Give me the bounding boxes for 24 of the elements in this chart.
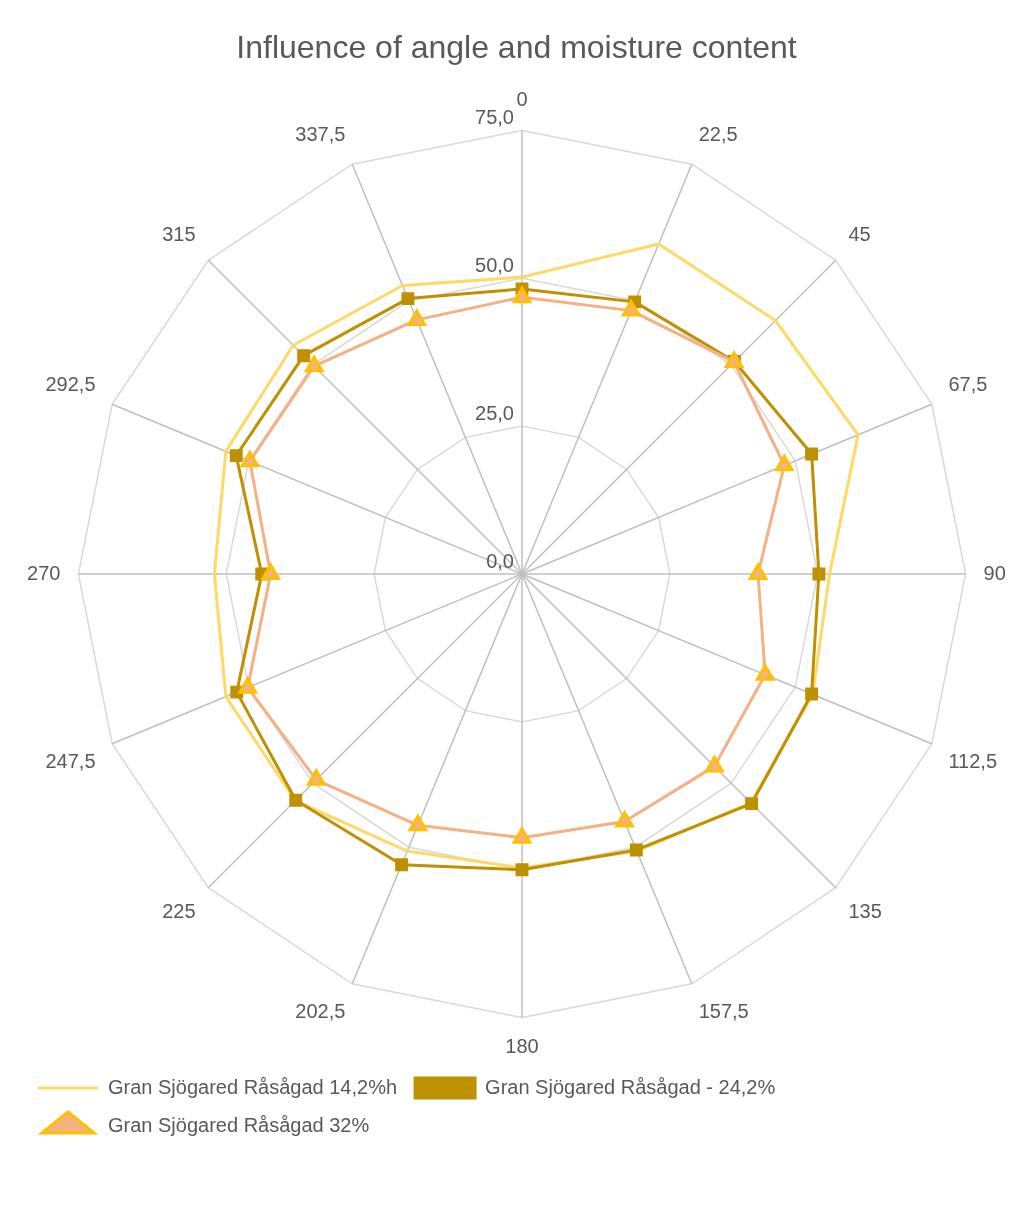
chart-title: Influence of angle and moisture content	[236, 29, 797, 66]
spoke-label: 247,5	[45, 750, 96, 773]
spoke-label: 67,5	[948, 372, 988, 395]
spoke-label: 180	[505, 1035, 539, 1058]
spoke-label: 225	[162, 899, 196, 922]
spoke-label: 315	[162, 223, 196, 246]
legend-label: Gran Sjögared Råsågad - 24,2%	[485, 1075, 776, 1098]
spoke-label: 45	[848, 223, 871, 246]
spoke-label: 157,5	[698, 999, 749, 1022]
y-tick-label: 25,0	[475, 401, 514, 424]
spoke-label: 135	[848, 899, 882, 922]
spoke-label: 337,5	[295, 123, 346, 146]
spoke-label: 292,5	[45, 372, 96, 395]
spoke-label: 202,5	[295, 999, 346, 1022]
y-tick-label: 0,0	[486, 549, 514, 572]
legend-label: Gran Sjögared Råsågad 14,2%h	[108, 1075, 398, 1098]
spoke-label: 112,5	[948, 750, 998, 773]
spoke-label: 22,5	[698, 123, 738, 146]
spoke-label: 90	[983, 561, 1006, 584]
spoke-label: 270	[27, 561, 61, 584]
y-tick-label: 50,0	[475, 253, 514, 276]
spoke-label: 0	[516, 87, 528, 110]
y-tick-label: 75,0	[475, 105, 514, 128]
legend-label: Gran Sjögared Råsågad 32%	[108, 1113, 370, 1136]
